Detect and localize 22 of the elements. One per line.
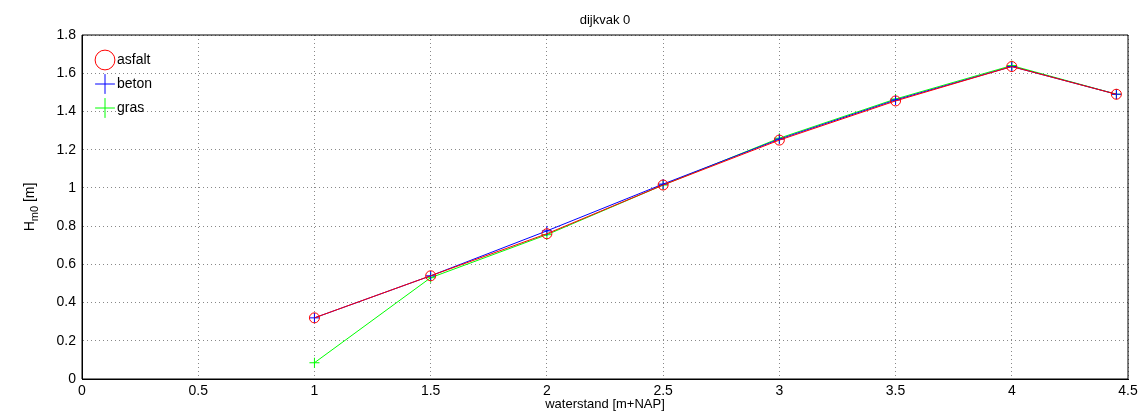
y-tick-label: 0.6 bbox=[56, 255, 77, 272]
y-tick-label: 1.4 bbox=[56, 102, 77, 119]
x-tick-label: 4 bbox=[1007, 382, 1016, 399]
x-tick-label: 1.5 bbox=[420, 382, 441, 399]
y-tick-label: 0.4 bbox=[56, 293, 77, 310]
y-tick-label: 1.2 bbox=[56, 140, 77, 157]
y-tick-label: 0.8 bbox=[56, 216, 77, 233]
y-tick-label: 0.2 bbox=[56, 331, 77, 348]
x-tick-label: 3.5 bbox=[885, 382, 906, 399]
y-tick-label: 1.6 bbox=[56, 64, 77, 81]
x-tick-label: 1 bbox=[310, 382, 319, 399]
x-tick-label: 0.5 bbox=[188, 382, 209, 399]
x-tick-label: 4.5 bbox=[1118, 382, 1138, 399]
legend-label: beton bbox=[117, 74, 153, 91]
x-tick-label: 3 bbox=[775, 382, 784, 399]
y-tick-label: 1 bbox=[68, 178, 77, 195]
legend-label: asfalt bbox=[117, 50, 151, 67]
y-axis-title: Hm0 [m] bbox=[20, 182, 40, 232]
y-tick-label: 0 bbox=[68, 369, 77, 386]
legend-label: gras bbox=[117, 98, 145, 115]
y-tick-label: 1.8 bbox=[56, 25, 77, 42]
chart-title: dijkvak 0 bbox=[579, 11, 631, 27]
